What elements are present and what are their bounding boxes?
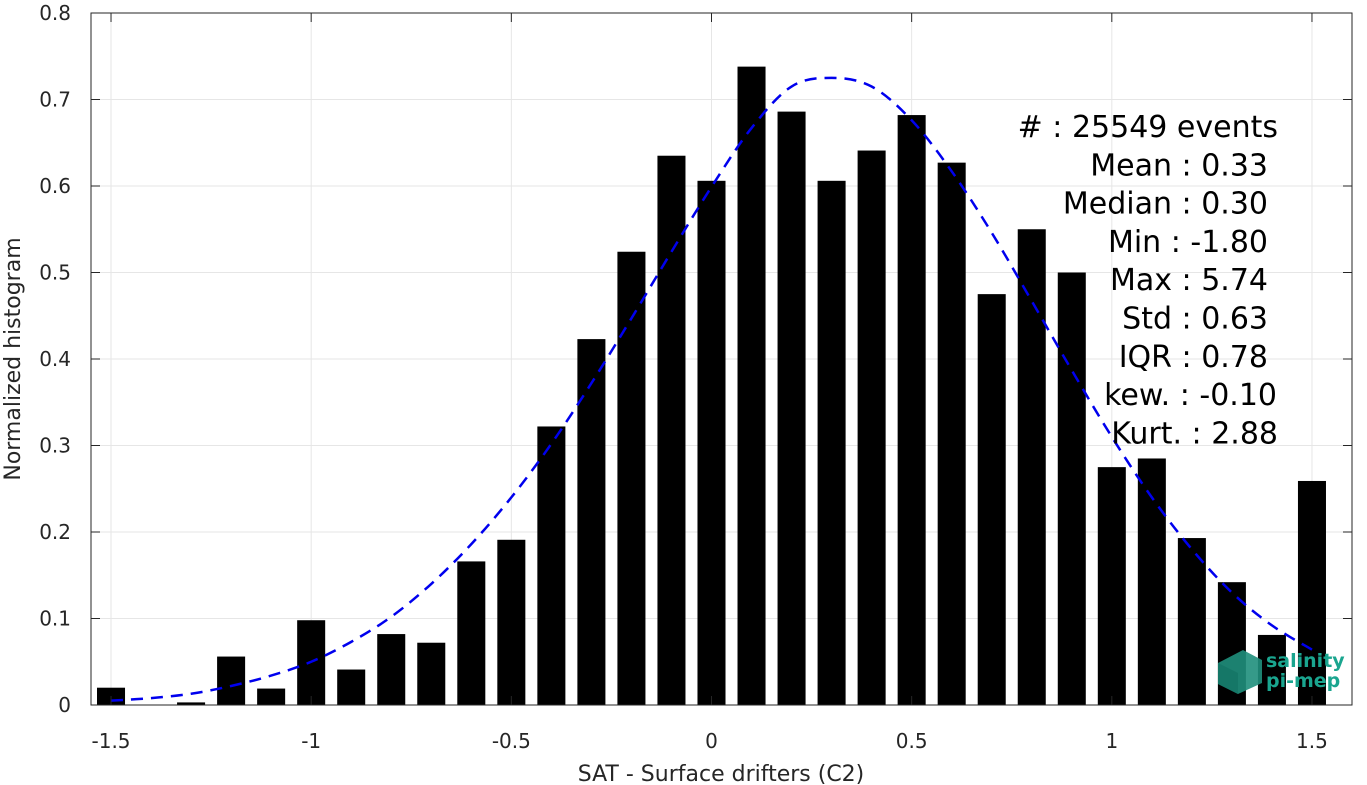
histogram-bars (97, 66, 1326, 706)
histogram-bar (577, 339, 606, 705)
histogram-bar (1257, 634, 1286, 705)
histogram-bar (1297, 480, 1326, 705)
histogram-bar (657, 155, 686, 706)
histogram-bar (817, 180, 846, 705)
y-tick-label: 0.4 (39, 347, 71, 371)
stat-line: # : 25549 events (1018, 110, 1278, 145)
stat-line: Std : 0.63 (1122, 302, 1268, 337)
x-axis-ticks: -1.5 -1 -0.5 0 0.5 1 1.5 (92, 13, 1328, 753)
histogram-bar (1137, 458, 1166, 705)
y-tick-label: 0.2 (39, 520, 71, 544)
x-tick-label: 1 (1105, 729, 1118, 753)
histogram-bar (457, 561, 486, 705)
histogram-bar (737, 66, 766, 705)
histogram-bar (257, 688, 286, 705)
x-tick-label: 0 (705, 729, 718, 753)
x-tick-label: -1.5 (92, 729, 131, 753)
histogram-bar (937, 162, 966, 705)
histogram-bar (377, 634, 406, 705)
stat-line: kew. : -0.10 (1104, 378, 1277, 413)
histogram-bar (1177, 538, 1206, 705)
histogram-bar (857, 150, 886, 705)
histogram-bar (337, 669, 366, 705)
y-tick-label: 0.3 (39, 434, 71, 458)
histogram-bar (1057, 272, 1086, 705)
salinity-pimep-logo: salinity pi-mep (1218, 650, 1345, 694)
histogram-bar (617, 251, 646, 706)
x-axis-label: SAT - Surface drifters (C2) (578, 762, 865, 785)
normal-fit-curve (110, 76, 1313, 702)
stat-line: Max : 5.74 (1110, 263, 1268, 298)
x-tick-label: 1.5 (1296, 729, 1328, 753)
histogram-bar (417, 642, 446, 705)
x-tick-label: -0.5 (492, 729, 531, 753)
x-tick-label: 0.5 (896, 729, 928, 753)
logo-cube-face (1218, 663, 1238, 694)
stat-line: Min : -1.80 (1108, 225, 1268, 260)
stat-line: Mean : 0.33 (1090, 148, 1268, 183)
y-tick-label: 0 (58, 693, 71, 717)
stat-line: Median : 0.30 (1063, 187, 1268, 222)
histogram-bar (217, 656, 246, 705)
histogram-bar (497, 539, 526, 705)
x-tick-label: -1 (301, 729, 321, 753)
y-tick-label: 0.7 (39, 88, 71, 112)
histogram-bar (1017, 229, 1046, 705)
histogram-bar (977, 294, 1006, 705)
y-axis-label: Normalized histogram (1, 237, 26, 480)
y-tick-label: 0.8 (39, 1, 71, 25)
logo-line1: salinity (1266, 650, 1345, 672)
histogram-bar (897, 115, 926, 705)
logo-line2: pi-mep (1266, 670, 1340, 692)
histogram-bar (1097, 467, 1126, 705)
y-tick-label: 0.1 (39, 607, 71, 631)
stat-line: Kurt. : 2.88 (1111, 416, 1278, 451)
histogram-bar (537, 426, 566, 705)
y-axis-ticks: 0 0.1 0.2 0.3 0.4 0.5 0.6 0.7 0.8 (39, 1, 1352, 717)
y-tick-label: 0.5 (39, 261, 71, 285)
histogram-bar (177, 702, 206, 705)
histogram-bar (777, 111, 806, 706)
y-tick-label: 0.6 (39, 174, 71, 198)
stat-line: IQR : 0.78 (1119, 340, 1268, 375)
histogram-bar (697, 180, 726, 705)
